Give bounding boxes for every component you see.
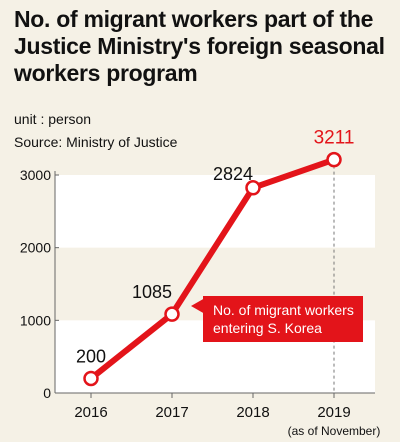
- data-point: [326, 151, 342, 168]
- y-tick-label: 3000: [20, 167, 51, 183]
- data-label: 200: [76, 346, 106, 366]
- title-line-3: workers program: [14, 60, 198, 86]
- grid-band: [55, 175, 375, 248]
- legend-label: No. of migrant workers: [213, 302, 354, 318]
- legend-label: entering S. Korea: [213, 320, 322, 336]
- chart-title: No. of migrant workers part of the Justi…: [14, 6, 394, 87]
- data-point: [245, 180, 261, 196]
- x-tick-label: 2017: [155, 404, 188, 421]
- data-point: [164, 306, 180, 322]
- legend-pointer: [191, 298, 205, 314]
- y-tick-label: 1000: [20, 312, 51, 328]
- unit-note: unit : person: [14, 111, 92, 127]
- data-label: 3211: [314, 128, 355, 149]
- title-line-2: Justice Ministry's foreign seasonal: [14, 33, 385, 59]
- y-tick-label: 2000: [20, 240, 51, 256]
- x-tick-label: 2016: [74, 404, 107, 421]
- data-label: 2824: [213, 164, 253, 184]
- x-tick-label: 2018: [236, 404, 269, 421]
- data-point: [83, 370, 99, 387]
- series-line: [88, 156, 337, 382]
- y-tick-label: 0: [43, 385, 51, 401]
- source-note: Source: Ministry of Justice: [14, 134, 178, 150]
- legend-box: [203, 296, 363, 342]
- x-category-note: (as of November): [288, 424, 381, 438]
- data-label: 1085: [132, 282, 172, 302]
- title-line-1: No. of migrant workers part of the: [14, 6, 374, 32]
- x-tick-label: 2019: [317, 404, 350, 421]
